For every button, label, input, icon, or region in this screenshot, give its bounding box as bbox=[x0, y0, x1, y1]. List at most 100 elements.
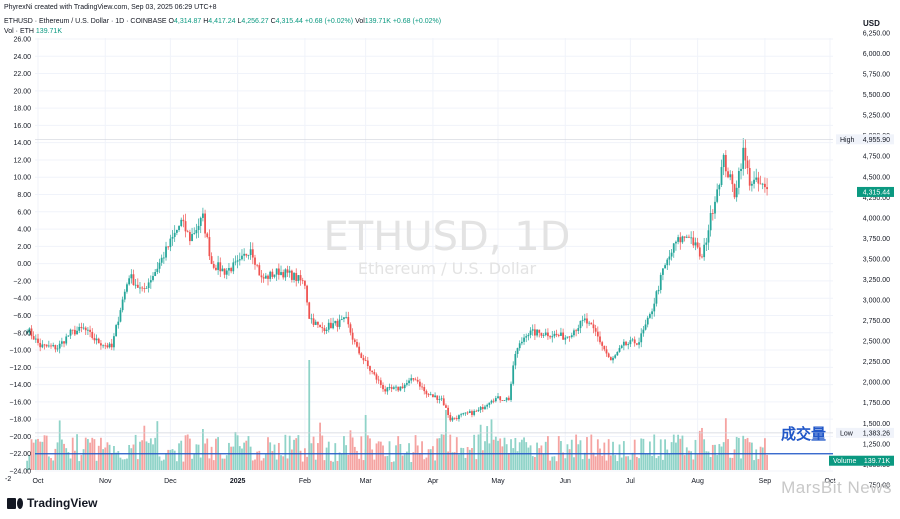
candle-body bbox=[173, 232, 176, 237]
candle-body bbox=[186, 231, 189, 233]
volume-bar bbox=[520, 439, 523, 470]
volume-bar bbox=[425, 457, 428, 470]
volume-bar bbox=[577, 444, 580, 470]
candle-body bbox=[91, 331, 94, 338]
low-tag-value: 1,383.26 bbox=[863, 430, 890, 437]
candle-body bbox=[501, 400, 504, 402]
candle-body bbox=[622, 341, 625, 346]
volume-bar bbox=[566, 444, 569, 470]
candle-body bbox=[141, 287, 144, 289]
candle-body bbox=[425, 391, 428, 395]
left-axis-tick-label: −6.00 bbox=[13, 313, 31, 320]
volume-bar bbox=[451, 452, 454, 470]
candle-body bbox=[432, 394, 434, 397]
vol-value: 139.71K bbox=[364, 18, 391, 25]
candle-body bbox=[386, 387, 389, 392]
candle-body bbox=[722, 154, 725, 168]
candle-body bbox=[449, 414, 452, 421]
volume-bar bbox=[186, 434, 189, 470]
volume-bar bbox=[293, 439, 295, 470]
volume-bar bbox=[553, 456, 556, 470]
candle-body bbox=[733, 184, 736, 198]
candle-body bbox=[76, 330, 78, 335]
volume-bar bbox=[659, 439, 662, 470]
candle-body bbox=[204, 213, 206, 234]
volume-bar bbox=[110, 453, 113, 470]
volume-bar bbox=[557, 436, 560, 470]
volume-bar bbox=[56, 442, 59, 470]
candle-body bbox=[71, 329, 74, 331]
candle-body bbox=[34, 338, 37, 340]
candle-body bbox=[84, 327, 87, 331]
right-axis-tick-label: 4,500.00 bbox=[863, 174, 890, 181]
volume-bar bbox=[507, 452, 510, 470]
candle-body bbox=[540, 332, 543, 336]
candle-body bbox=[113, 336, 115, 348]
volume-bar bbox=[97, 445, 100, 470]
volume-bar bbox=[319, 422, 321, 470]
candle-body bbox=[410, 378, 413, 381]
volume-bar bbox=[484, 441, 486, 470]
volume-bar bbox=[269, 442, 272, 470]
volume-bar bbox=[275, 459, 278, 470]
volume-bar bbox=[649, 441, 651, 470]
volume-bar bbox=[397, 436, 400, 470]
candle-body bbox=[586, 318, 588, 324]
candle-body bbox=[681, 236, 684, 243]
volume-bar bbox=[290, 449, 293, 470]
last-price-tag-bg bbox=[857, 186, 894, 197]
candle-body bbox=[225, 270, 228, 275]
volume-bar bbox=[158, 456, 161, 470]
tradingview-logo[interactable]: TradingView bbox=[7, 496, 97, 510]
left-axis-tick-label: −10.00 bbox=[9, 348, 31, 355]
volume-bar bbox=[26, 460, 29, 470]
candle-body bbox=[221, 268, 224, 272]
candle-body bbox=[37, 338, 39, 343]
volume-bar bbox=[685, 447, 688, 470]
volume-bar bbox=[134, 434, 137, 470]
candle-body bbox=[564, 337, 567, 340]
candle-body bbox=[544, 332, 547, 336]
candle-body bbox=[468, 411, 471, 414]
candle-body bbox=[434, 395, 436, 397]
volume-bar bbox=[162, 459, 165, 470]
volume-bar bbox=[716, 455, 719, 470]
candle-body bbox=[28, 328, 31, 333]
volume-bar bbox=[202, 429, 204, 470]
volume-bar bbox=[479, 424, 482, 470]
volume-series-name: Vol · ETH bbox=[4, 28, 34, 35]
candle-body bbox=[594, 328, 597, 332]
volume-bar bbox=[128, 444, 131, 470]
volume-bar bbox=[123, 459, 126, 470]
symbol-watermark: ETHUSD, 1D Ethereum / U.S. Dollar bbox=[324, 214, 571, 278]
candle-body bbox=[675, 241, 677, 244]
volume-bar bbox=[182, 461, 185, 470]
candle-body bbox=[748, 168, 751, 186]
volume-bar bbox=[243, 442, 246, 470]
volume-bar bbox=[228, 442, 230, 470]
candle-body bbox=[499, 396, 502, 401]
candle-body bbox=[421, 386, 423, 388]
volume-bar bbox=[679, 438, 682, 470]
candle-body bbox=[516, 348, 519, 354]
candle-body bbox=[761, 183, 764, 185]
candle-body bbox=[191, 234, 193, 242]
volume-bar bbox=[30, 439, 33, 470]
right-axis-tick-label: 5,250.00 bbox=[863, 113, 890, 120]
left-axis-tick-label: −24.00 bbox=[9, 469, 31, 476]
candle-body bbox=[308, 302, 311, 319]
candle-body bbox=[128, 278, 131, 285]
volume-bar bbox=[757, 458, 760, 470]
candle-body bbox=[102, 345, 104, 347]
volume-bar bbox=[594, 456, 597, 470]
currency-label[interactable]: USD bbox=[863, 19, 880, 28]
volume-bar bbox=[666, 449, 669, 470]
volume-bar bbox=[512, 448, 515, 470]
volume-bar bbox=[156, 421, 159, 470]
candle-body bbox=[26, 332, 29, 334]
volume-bar bbox=[78, 461, 81, 470]
candle-body bbox=[735, 187, 738, 198]
candle-body bbox=[462, 413, 465, 415]
volume-bar bbox=[288, 435, 291, 470]
